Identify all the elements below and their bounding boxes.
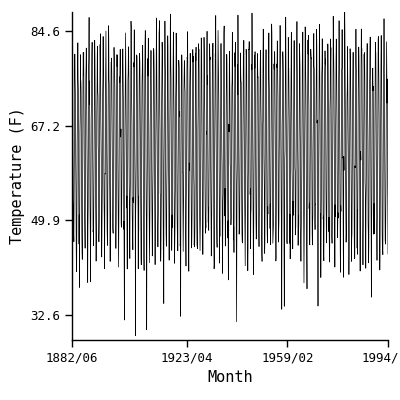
X-axis label: Month: Month [207, 370, 253, 385]
Y-axis label: Temperature (F): Temperature (F) [10, 108, 25, 244]
